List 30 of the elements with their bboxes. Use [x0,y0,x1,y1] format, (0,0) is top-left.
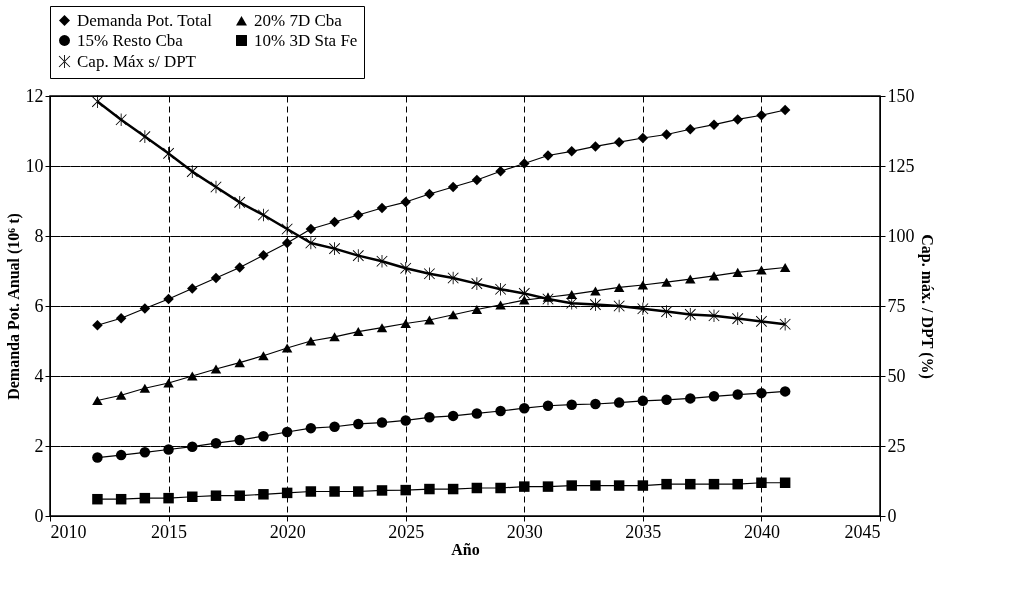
x-tick-label: 2045 [844,521,881,542]
y-tick-label: 4 [34,365,44,386]
y2-axis-title: Cap. máx. / DPT (%) [917,234,936,379]
y2-tick-label: 75 [887,295,906,316]
x-tick-label: 2025 [388,521,425,542]
x-tick-label: 2035 [625,521,662,542]
x-axis-title: Año [451,540,480,558]
y2-tick-label: 25 [887,435,906,456]
y-tick-label: 6 [34,295,44,316]
y-tick-label: 2 [34,435,44,456]
y2-tick-label: 125 [887,155,915,176]
legend-label: 20% 7D Cba [254,10,343,30]
x-tick-label: 2030 [506,521,543,542]
y2-tick-label: 100 [887,225,915,246]
y-axis-title: Demanda Pot. Anual (10⁶ t) [4,213,23,400]
legend-label: 15% Resto Cba [77,30,184,50]
legend-label: 10% 3D Sta Fe [254,30,358,50]
y2-tick-label: 150 [887,85,915,106]
y-tick-label: 8 [34,225,44,246]
x-tick-label: 2015 [151,521,188,542]
y2-tick-label: 50 [887,365,906,386]
x-tick-label: 2040 [743,521,780,542]
y2-tick-label: 0 [887,505,897,526]
legend-label: Demanda Pot. Total [77,10,213,30]
y-tick-label: 0 [34,505,44,526]
y-tick-label: 12 [25,85,44,106]
x-tick-label: 2020 [269,521,306,542]
x-tick-label: 2010 [50,521,87,542]
legend-label: Cap. Máx s/ DPT [77,51,197,71]
y-tick-label: 10 [25,155,44,176]
